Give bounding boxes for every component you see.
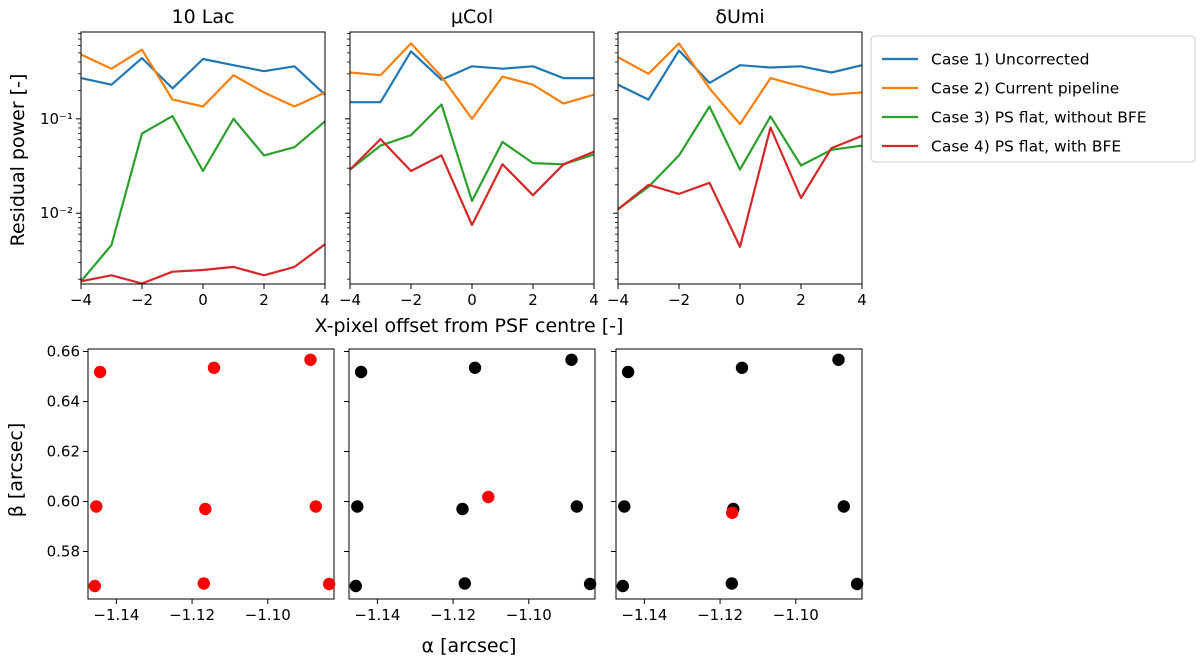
x-tick-label: −1.10 (245, 606, 291, 624)
x-tick-label: −4 (70, 291, 92, 309)
x-tick-label: 4 (320, 291, 330, 309)
x-tick-label: 0 (467, 291, 477, 309)
y-tick-label: 0.64 (47, 393, 80, 411)
x-tick-label: 4 (589, 291, 599, 309)
top-x-axis-label: X-pixel offset from PSF centre [-] (315, 315, 624, 337)
y-tick-label: 0.66 (47, 343, 80, 361)
scatter-point-black (354, 365, 368, 379)
scatter-point-black (735, 361, 749, 374)
x-tick-label: −2 (668, 291, 690, 309)
scatter-point-red (93, 365, 107, 379)
series-line-case-3 (617, 105, 863, 211)
series-line-case-3 (80, 114, 326, 283)
scatter-point-black (837, 500, 850, 513)
x-tick-label: 2 (259, 291, 269, 309)
x-tick-label: −4 (607, 291, 629, 309)
x-tick-label: −1.14 (93, 606, 139, 624)
scatter-point-black (621, 365, 635, 379)
x-tick-label: 0 (198, 291, 208, 309)
scatter-point-black (616, 579, 629, 593)
x-tick-label: −1.14 (621, 606, 667, 624)
panel-title-top-2: μCol (451, 6, 493, 28)
scatter-point-black (570, 500, 583, 513)
series-line-case-1 (617, 49, 863, 101)
series-line-case-2 (80, 48, 326, 108)
x-tick-label: −1.10 (506, 606, 552, 624)
panel-title-top-3: δUmi (715, 6, 764, 28)
scatter-point-red (207, 361, 221, 374)
axes-frame (615, 348, 863, 600)
legend-label-case-3: Case 3) PS flat, without BFE (931, 109, 1147, 127)
series-line-case-4 (349, 138, 595, 227)
scatter-point-black (583, 577, 597, 591)
y-tick-label: 10⁻¹ (40, 110, 73, 128)
x-tick-label: −2 (131, 291, 153, 309)
series-line-case-4 (80, 243, 326, 285)
residual-panel-1: 10 Lac −4 −2 0 2 4 10⁻¹ 10⁻² (40, 6, 330, 309)
x-tick-label: −1.12 (430, 606, 476, 624)
series-line-case-4 (617, 126, 863, 248)
scatter-panel-1: −1.14 −1.12 −1.10 0.58 0.60 0.62 0.64 0.66 (47, 343, 336, 624)
x-tick-label: −1.14 (354, 606, 400, 624)
scatter-point-red (304, 353, 317, 366)
series-line-case-1 (80, 56, 326, 96)
x-tick-label: 0 (735, 291, 745, 309)
y-tick-label: 0.62 (47, 443, 80, 461)
legend-label-case-4: Case 4) PS flat, with BFE (931, 138, 1121, 156)
axes-frame (80, 31, 326, 285)
scatter-point-black (565, 353, 578, 366)
x-tick-label: −2 (400, 291, 422, 309)
axes-frame (87, 348, 335, 600)
scatter-panel-3: −1.14 −1.12 −1.10 (611, 348, 864, 624)
scatter-point-red (199, 502, 212, 516)
scatter-point-red (88, 579, 102, 593)
residual-panel-3: δUmi −4 −2 0 2 4 (607, 6, 867, 309)
x-tick-label: −4 (339, 291, 361, 309)
residual-power-row: 10 Lac −4 −2 0 2 4 10⁻¹ 10⁻² μCol −4 −2 0 2 4 δUmi −4 −2… (40, 6, 867, 309)
scatter-point-black (618, 500, 631, 513)
scatter-point-black (850, 577, 864, 591)
scatter-panel-2: −1.14 −1.12 −1.10 (344, 348, 597, 624)
legend: Case 1) Uncorrected Case 2) Current pipel… (870, 35, 1196, 163)
scatter-point-black (832, 353, 845, 366)
scatter-point-red (309, 500, 322, 513)
scatter-point-black (456, 502, 469, 516)
legend-frame (870, 35, 1196, 163)
scatter-point-red (197, 577, 210, 590)
x-tick-label: −1.10 (773, 606, 819, 624)
series-line-case-3 (349, 103, 595, 202)
series-line-case-2 (617, 42, 863, 126)
y-tick-label: 0.60 (47, 493, 80, 511)
scatter-point-red (726, 506, 739, 519)
residual-panel-2: μCol −4 −2 0 2 4 (339, 6, 599, 309)
y-tick-label: 0.58 (47, 543, 80, 561)
scatter-point-red (90, 500, 103, 513)
scatter-point-black (725, 577, 738, 590)
scatter-point-black (349, 579, 362, 593)
alpha-beta-row: −1.14 −1.12 −1.100.580.600.620.640.66−1.14… (47, 343, 864, 624)
x-tick-label: −1.12 (697, 606, 743, 624)
scatter-point-black (458, 577, 471, 590)
legend-label-case-2: Case 2) Current pipeline (931, 80, 1119, 98)
scatter-point-red (482, 490, 495, 504)
x-tick-label: 2 (528, 291, 538, 309)
x-tick-label: 4 (857, 291, 867, 309)
panel-title-top-1: 10 Lac (172, 6, 235, 28)
x-tick-label: 2 (796, 291, 806, 309)
legend-label-case-1: Case 1) Uncorrected (931, 51, 1090, 69)
bottom-x-axis-label: α [arcsec] (422, 635, 517, 657)
bottom-y-axis-label: β [arcsec] (5, 423, 27, 518)
top-y-axis-label: Residual power [-] (7, 74, 29, 247)
series-line-case-1 (350, 50, 594, 104)
x-tick-label: −1.12 (169, 606, 215, 624)
scatter-point-black (351, 500, 364, 513)
scatter-point-red (322, 577, 336, 591)
y-tick-label: 10⁻² (40, 204, 73, 222)
axes-frame (348, 348, 596, 600)
scatter-point-black (468, 361, 482, 374)
series-line-case-2 (349, 42, 595, 120)
